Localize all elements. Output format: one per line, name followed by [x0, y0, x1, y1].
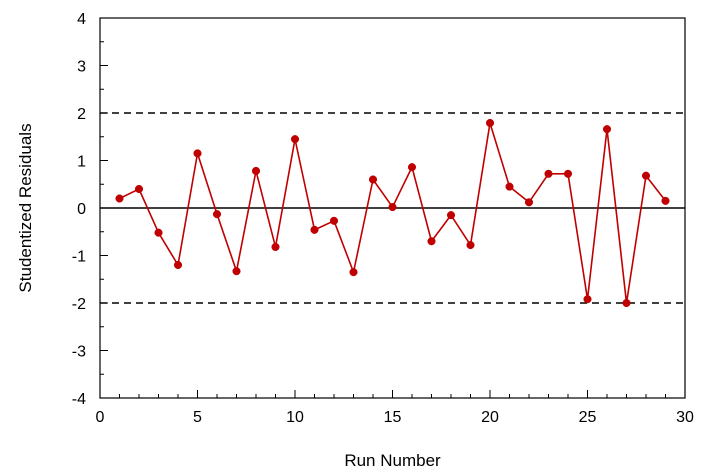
- data-point: [310, 225, 319, 234]
- y-tick-label: -3: [72, 344, 86, 361]
- data-point: [485, 118, 495, 128]
- data-point: [583, 295, 592, 304]
- data-point: [349, 268, 358, 277]
- x-tick-label: 10: [286, 409, 304, 426]
- data-point: [134, 184, 144, 194]
- data-point: [212, 210, 222, 219]
- y-tick-label: 2: [77, 106, 86, 123]
- data-point: [193, 149, 202, 158]
- data-point: [661, 196, 670, 205]
- y-tick-label: 3: [77, 59, 86, 76]
- x-tick-label: 30: [676, 409, 694, 426]
- data-point: [622, 298, 631, 308]
- x-tick-label: 25: [579, 409, 597, 426]
- x-tick-label: 15: [384, 409, 402, 426]
- data-point: [271, 242, 280, 251]
- tick-labels: 0 5 10 15 20 25 30 -4 -3 -2 -1 0 1 2 3 4: [72, 11, 694, 426]
- data-point: [154, 228, 163, 237]
- y-tick-label: -4: [72, 391, 86, 408]
- axes-group: [99, 17, 686, 399]
- y-axis-title: Studentized Residuals: [16, 123, 35, 292]
- x-axis-title: Run Number: [344, 451, 441, 470]
- data-point: [602, 125, 612, 134]
- data-point: [466, 241, 475, 250]
- data-point: [524, 198, 534, 207]
- data-point: [641, 171, 651, 180]
- y-tick-label: -2: [72, 296, 86, 313]
- data-point: [505, 182, 514, 191]
- series-line: [119, 122, 667, 304]
- y-tick-label: 1: [77, 154, 86, 171]
- x-tick-label: 5: [193, 409, 202, 426]
- y-tick-label: 4: [77, 11, 86, 28]
- series-group: [115, 118, 670, 308]
- data-point: [173, 260, 183, 270]
- y-tick-label: 0: [77, 201, 86, 218]
- x-tick-label: 20: [481, 409, 499, 426]
- data-point: [427, 237, 436, 246]
- data-point: [232, 267, 241, 276]
- data-point: [290, 135, 300, 144]
- x-tick-label: 0: [96, 409, 105, 426]
- data-point: [388, 203, 397, 212]
- data-point: [115, 194, 124, 203]
- data-point: [368, 175, 378, 184]
- data-point: [563, 169, 573, 178]
- data-point: [407, 163, 417, 172]
- y-tick-label: -1: [72, 249, 86, 266]
- data-point: [544, 169, 553, 178]
- data-point: [446, 211, 456, 220]
- data-point: [329, 216, 339, 225]
- data-point: [251, 166, 261, 175]
